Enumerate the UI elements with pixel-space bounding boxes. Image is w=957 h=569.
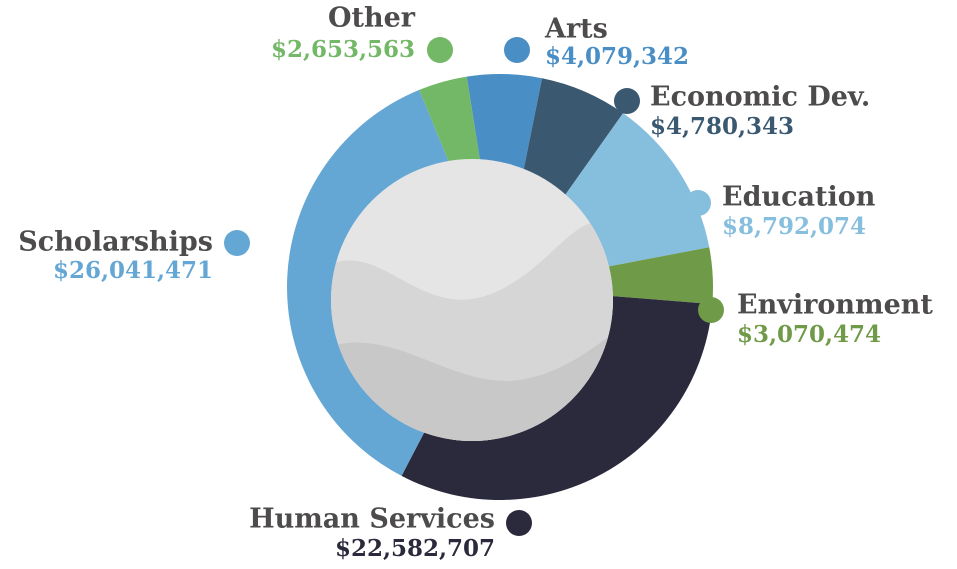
value-label: $22,582,707	[335, 535, 495, 562]
legend-dot	[427, 37, 453, 63]
legend-dot	[224, 230, 250, 256]
value-label: $3,070,474	[737, 321, 881, 348]
category-label: Education	[722, 182, 876, 213]
category-label: Other	[328, 3, 416, 34]
legend-dot	[685, 190, 711, 216]
value-label: $2,653,563	[271, 36, 415, 63]
legend-dot	[506, 510, 532, 536]
labels: Arts$4,079,342 Economic Dev.$4,780,343 Edu…	[18, 3, 933, 563]
category-label: Environment	[737, 290, 933, 321]
value-label: $4,780,343	[650, 113, 794, 140]
category-label: Scholarships	[18, 227, 213, 258]
legend-dot	[698, 297, 724, 323]
category-label: Arts	[544, 14, 608, 45]
value-label: $4,079,342	[545, 43, 689, 70]
legend-dot	[614, 88, 640, 114]
value-label: $8,792,074	[722, 213, 866, 240]
value-label: $26,041,471	[53, 257, 213, 284]
category-label: Economic Dev.	[650, 82, 870, 113]
category-label: Human Services	[249, 504, 495, 535]
legend-dot	[504, 37, 530, 63]
